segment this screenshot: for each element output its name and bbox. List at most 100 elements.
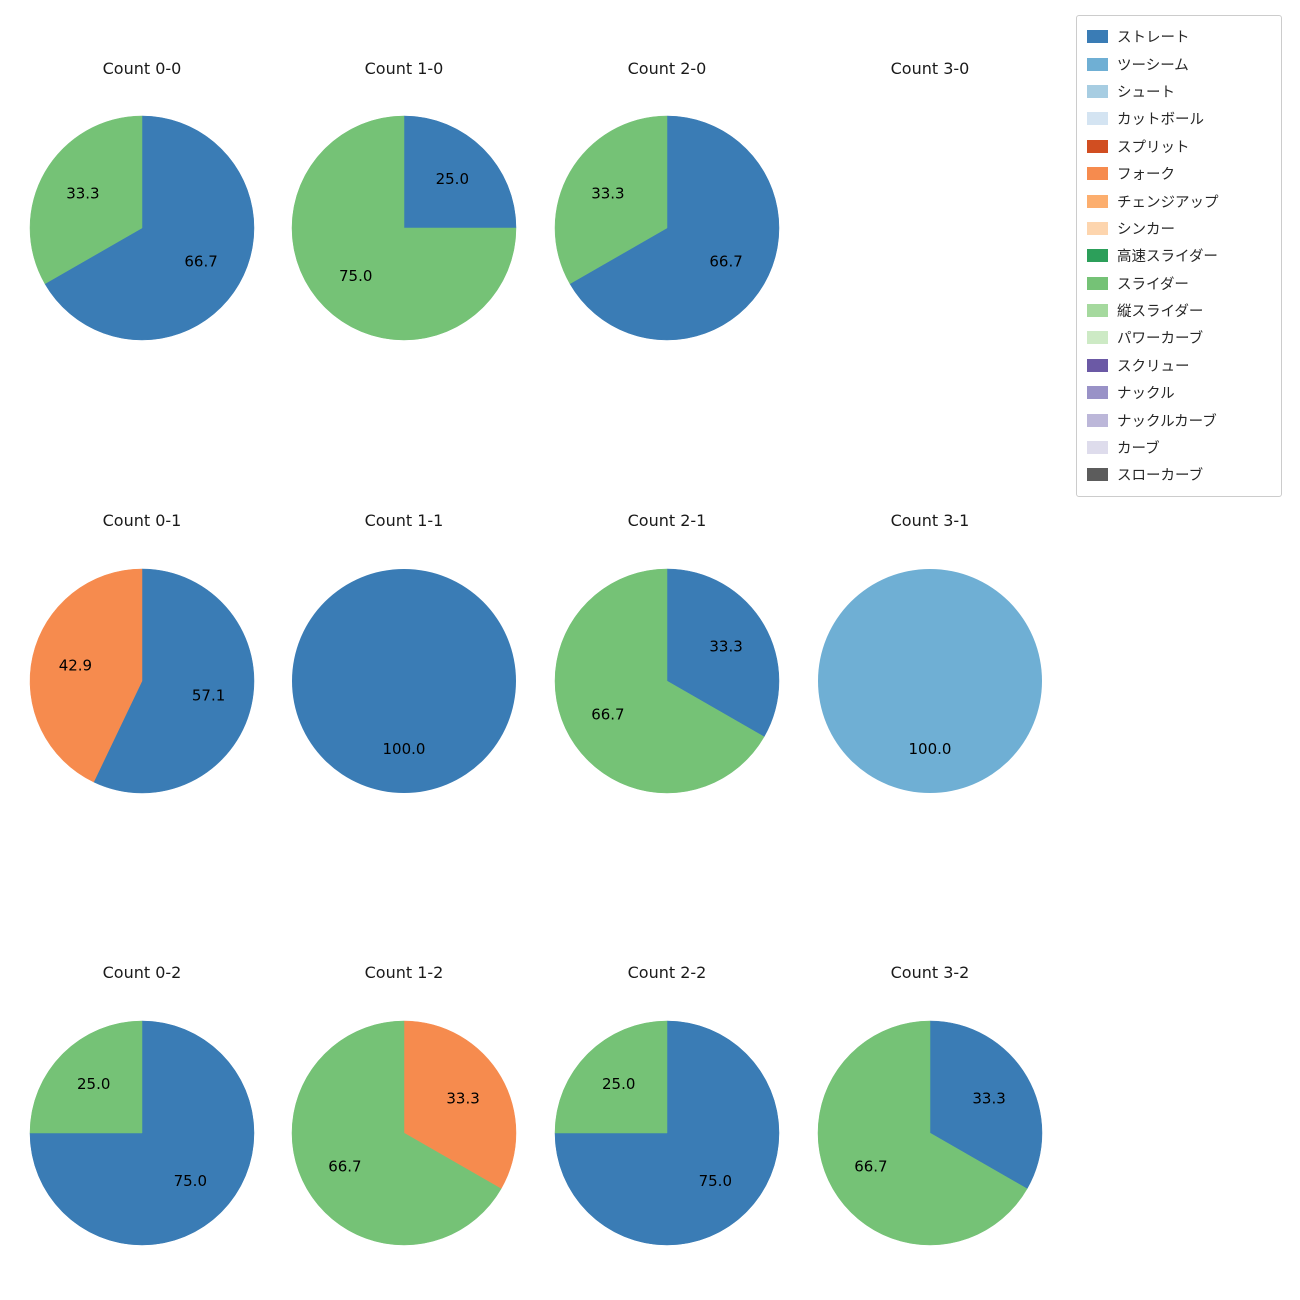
pie-percent-label: 33.3 (709, 637, 742, 655)
legend-swatch (1087, 386, 1108, 400)
pie-slice (554, 1020, 668, 1134)
pie-slice (29, 568, 143, 783)
legend-item: 縦スライダー (1077, 297, 1281, 324)
pie-slice (291, 115, 517, 341)
legend-item-label: ストレート (1117, 30, 1190, 47)
legend-item-label: シンカー (1117, 221, 1175, 238)
legend-item: ストレート (1077, 23, 1281, 50)
legend-item: チェンジアップ (1077, 187, 1281, 214)
legend-swatch (1087, 413, 1108, 427)
legend-item-label: チェンジアップ (1117, 194, 1219, 211)
pie-slice (929, 1020, 1043, 1190)
legend-swatch (1087, 468, 1108, 482)
legend-item-label: シュート (1117, 84, 1175, 101)
pie-percent-label: 75.0 (699, 1172, 732, 1190)
pie-percent-label: 66.7 (709, 253, 742, 271)
legend-item-label: ツーシーム (1117, 57, 1189, 74)
pie-title: Count 2-1 (627, 511, 707, 530)
legend-swatch (1087, 249, 1108, 263)
pie-chart: 100.0 (818, 569, 1042, 793)
pie-slice (403, 1020, 517, 1190)
pie-percent-label: 66.7 (328, 1158, 361, 1176)
pie-slice (569, 115, 780, 341)
legend-swatch (1087, 331, 1108, 345)
pie-chart: 75.0 25.0 (554, 1020, 780, 1246)
legend-item: カーブ (1077, 434, 1281, 461)
pie-percent-label: 75.0 (174, 1172, 207, 1190)
pie-percent-label: 33.3 (446, 1089, 479, 1107)
legend-item: スプリット (1077, 133, 1281, 160)
legend-item-label: 高速スライダー (1117, 249, 1218, 266)
pie-title: Count 3-1 (890, 511, 970, 530)
pie-title: Count 1-0 (364, 59, 444, 78)
legend-swatch (1087, 112, 1108, 126)
pie-chart: 100.0 (292, 569, 516, 793)
pie-slice (666, 568, 780, 738)
legend-item: 高速スライダー (1077, 242, 1281, 269)
legend-item-label: フォーク (1117, 167, 1175, 184)
legend-item: パワーカーブ (1077, 324, 1281, 351)
pie-chart: 33.3 66.7 (817, 1020, 1043, 1246)
pie-percent-label: 25.0 (602, 1075, 635, 1093)
pie-title: Count 1-1 (364, 511, 444, 530)
pie-chart: 66.7 33.3 (554, 115, 780, 341)
legend-item: カットボール (1077, 105, 1281, 132)
pie-title: Count 0-2 (102, 963, 182, 982)
pie-percent-label: 42.9 (59, 656, 92, 674)
legend-item: スライダー (1077, 270, 1281, 297)
pie-title: Count 3-2 (890, 963, 970, 982)
legend-swatch (1087, 84, 1108, 98)
pie-percent-label: 25.0 (77, 1075, 110, 1093)
pie-slice (554, 115, 668, 285)
legend-swatch (1087, 30, 1108, 44)
pie-title: Count 3-0 (890, 59, 970, 78)
pie-slice (291, 1020, 502, 1246)
pie-title: Count 0-0 (102, 59, 182, 78)
legend-item: スローカーブ (1077, 461, 1281, 488)
legend-swatch (1087, 57, 1108, 71)
legend-swatch (1087, 358, 1108, 372)
pie-chart: 33.3 66.7 (291, 1020, 517, 1246)
legend-swatch (1087, 276, 1108, 290)
pie-percent-label: 25.0 (436, 170, 469, 188)
pie-percent-label: 100.0 (383, 740, 426, 758)
legend-item-label: スクリュー (1117, 358, 1190, 375)
pie-percent-label: 33.3 (66, 184, 99, 202)
pie-slice (554, 568, 765, 794)
legend-item: スクリュー (1077, 352, 1281, 379)
legend-item-label: パワーカーブ (1117, 331, 1204, 348)
legend-swatch (1087, 167, 1108, 181)
pie-title: Count 0-1 (102, 511, 182, 530)
pie-chart: 75.0 25.0 (29, 1020, 255, 1246)
legend-item-label: ナックルカーブ (1117, 413, 1217, 430)
pie-slice (93, 568, 255, 794)
legend-item: ナックル (1077, 379, 1281, 406)
pie-slice (44, 115, 255, 341)
legend-item: シュート (1077, 78, 1281, 105)
pie-slice (292, 569, 516, 793)
pie-slice (818, 569, 1042, 793)
legend-item: ツーシーム (1077, 50, 1281, 77)
pie-percent-label: 66.7 (591, 706, 624, 724)
pie-percent-label: 33.3 (972, 1089, 1005, 1107)
legend-item-label: スライダー (1117, 276, 1189, 293)
legend-item: シンカー (1077, 215, 1281, 242)
legend-swatch (1087, 304, 1108, 318)
legend-item-label: スプリット (1117, 139, 1190, 156)
pie-percent-label: 75.0 (339, 267, 372, 285)
pie-chart: 25.0 75.0 (291, 115, 517, 341)
pie-slice (29, 115, 143, 285)
legend-item-label: カットボール (1117, 112, 1204, 129)
legend-item-label: カーブ (1117, 441, 1160, 458)
pie-chart: 33.3 66.7 (554, 568, 780, 794)
pie-chart: 57.1 42.9 (29, 568, 255, 794)
legend-item: ナックルカーブ (1077, 406, 1281, 433)
legend-item-label: 縦スライダー (1117, 304, 1204, 321)
legend-item: フォーク (1077, 160, 1281, 187)
legend-item-label: スローカーブ (1117, 468, 1204, 485)
pie-chart: 66.7 33.3 (29, 115, 255, 341)
legend: ストレートツーシームシュートカットボール スプリットフォークチェンジアップ シンカー… (1076, 15, 1282, 497)
pie-percent-label: 33.3 (591, 184, 624, 202)
pie-title: Count 1-2 (364, 963, 444, 982)
